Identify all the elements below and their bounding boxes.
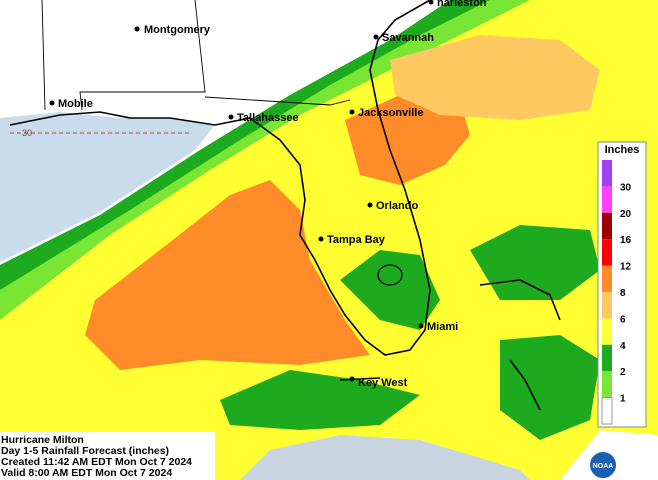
city-label: harleston [437, 0, 487, 9]
legend-swatch [602, 186, 612, 213]
legend-label: 30 [620, 182, 632, 193]
gulf-water [0, 112, 215, 262]
city-dot [428, 0, 434, 5]
rain-heavy [345, 95, 470, 185]
legend-swatch [602, 212, 612, 240]
legend-swatch [602, 318, 612, 345]
legend-swatch [602, 371, 612, 398]
islands [339, 279, 561, 411]
city-label: Tallahassee [237, 112, 299, 124]
caption-box [0, 432, 215, 480]
rain-moderate [390, 35, 600, 120]
city-dot [373, 34, 379, 40]
legend-label: 6 [620, 314, 626, 325]
caption-line: Day 1-5 Rainfall Forecast (inches) [1, 445, 169, 457]
city-dot [49, 100, 55, 106]
noaa-logo [588, 450, 618, 480]
city-label: Key West [358, 377, 408, 389]
rain-light [500, 335, 600, 440]
legend-swatch [602, 239, 612, 266]
legend-swatch [602, 160, 612, 187]
legend-label: 2 [620, 367, 626, 378]
legend-label: 8 [620, 288, 626, 299]
legend-swatch [601, 397, 613, 425]
legend-swatch [602, 265, 612, 292]
rain-heavy [85, 180, 370, 370]
city-label: Tampa Bay [327, 234, 386, 246]
legend-swatch [602, 344, 612, 372]
caption-line: Valid 8:00 AM EDT Mon Oct 7 2024 [1, 467, 172, 479]
caption-line: Created 11:42 AM EDT Mon Oct 7 2024 [1, 456, 192, 468]
legend-label: 16 [620, 235, 632, 246]
legend-label: 12 [620, 262, 632, 273]
city-dot [349, 109, 355, 115]
city-labels: harleston Montgomery Savannah Mobile Tal… [22, 0, 487, 389]
legend-label: 4 [620, 341, 626, 352]
legend-title: Inches [605, 144, 640, 156]
lake [377, 264, 403, 286]
state-border [41, 0, 351, 111]
legend-label: 1 [620, 394, 626, 405]
rain-light [470, 225, 600, 300]
latitude-label: 30 [22, 128, 32, 138]
logo-text: NOAA [593, 463, 614, 470]
caption-line: Hurricane Milton [1, 434, 84, 446]
cuba-area [240, 435, 530, 480]
rain-light [220, 370, 420, 430]
city-label: Jacksonville [358, 107, 423, 119]
city-dot [349, 376, 355, 382]
city-label: Mobile [58, 98, 93, 110]
city-label: Montgomery [144, 24, 211, 36]
city-dot [228, 114, 234, 120]
city-label: Orlando [376, 200, 418, 212]
city-label: Miami [427, 321, 458, 333]
legend-label: 20 [620, 209, 632, 220]
rain-light [340, 250, 440, 330]
city-dot [418, 323, 424, 329]
legend-swatch [602, 292, 612, 319]
city-label: Savannah [382, 32, 434, 44]
city-dot [318, 236, 324, 242]
city-dot [134, 26, 140, 32]
city-dot [367, 202, 373, 208]
legend: Inches 30 20 16 12 8 6 4 2 1 [597, 141, 647, 428]
coastline [9, 0, 431, 356]
